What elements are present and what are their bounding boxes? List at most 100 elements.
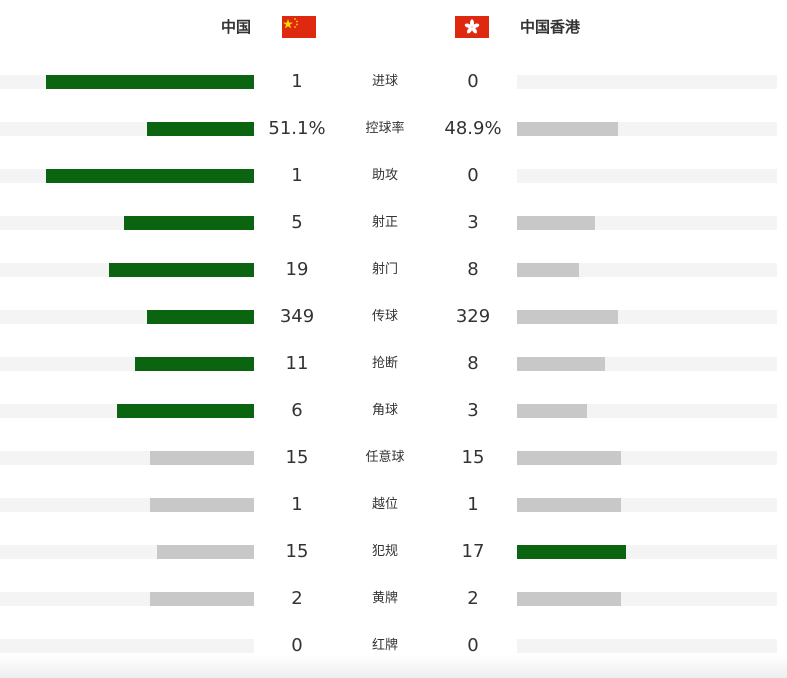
stat-row: 11 抢断 8 (0, 340, 787, 387)
away-stat-value: 1 (467, 494, 479, 515)
home-stat-bar (147, 122, 254, 136)
home-bar-track (0, 404, 254, 418)
away-stat-bar (517, 357, 605, 371)
home-stat-value: 1 (291, 165, 303, 186)
away-stat-value: 329 (455, 306, 491, 327)
home-bar-track (0, 122, 254, 136)
stat-row: 0 红牌 0 (0, 622, 787, 669)
home-stat-bar (46, 169, 254, 183)
stat-label: 进球 (371, 74, 398, 89)
away-stat-value: 17 (461, 541, 485, 562)
home-stat-bar (135, 357, 254, 371)
away-bar-track (517, 310, 777, 324)
stat-row: 19 射门 8 (0, 246, 787, 293)
stat-label: 任意球 (365, 450, 405, 465)
away-stat-bar (517, 545, 626, 559)
home-stat-bar (46, 75, 254, 89)
stat-label: 助攻 (371, 168, 398, 183)
home-stat-bar (117, 404, 254, 418)
away-bar-track (517, 404, 777, 418)
home-stat-value: 2 (291, 588, 303, 609)
home-stat-bar (157, 545, 254, 559)
home-stat-bar (150, 451, 254, 465)
stat-row: 349 传球 329 (0, 293, 787, 340)
bottom-fade (0, 656, 787, 678)
stat-label: 控球率 (365, 121, 405, 136)
home-stat-bar (150, 592, 254, 606)
stat-label: 角球 (371, 403, 398, 418)
home-stat-value: 1 (291, 494, 303, 515)
home-stat-value: 51.1% (268, 118, 326, 139)
stat-label: 红牌 (371, 638, 398, 653)
away-bar-track (517, 639, 777, 653)
home-bar-track (0, 639, 254, 653)
stat-label: 射正 (371, 215, 398, 230)
home-stat-value: 349 (279, 306, 315, 327)
home-stat-bar (109, 263, 254, 277)
stat-label: 黄牌 (371, 591, 398, 606)
away-stat-value: 3 (467, 400, 479, 421)
home-stat-bar (147, 310, 254, 324)
away-bar-track (517, 592, 777, 606)
home-bar-track (0, 263, 254, 277)
away-stat-bar (517, 498, 621, 512)
stat-label: 犯规 (371, 544, 398, 559)
stat-row: 5 射正 3 (0, 199, 787, 246)
away-bar-track (517, 357, 777, 371)
away-bar-track (517, 451, 777, 465)
away-bar-track (517, 263, 777, 277)
home-stat-bar (124, 216, 254, 230)
stat-row: 1 助攻 0 (0, 152, 787, 199)
home-bar-track (0, 592, 254, 606)
home-bar-track (0, 310, 254, 324)
stat-row: 1 越位 1 (0, 481, 787, 528)
away-stat-bar (517, 592, 621, 606)
away-stat-value: 15 (461, 447, 485, 468)
stat-label: 抢断 (371, 356, 398, 371)
home-bar-track (0, 357, 254, 371)
away-stat-value: 0 (467, 71, 479, 92)
home-stat-value: 0 (291, 635, 303, 656)
stat-row: 2 黄牌 2 (0, 575, 787, 622)
away-stat-value: 3 (467, 212, 479, 233)
stat-row: 51.1% 控球率 48.9% (0, 105, 787, 152)
home-stat-value: 5 (291, 212, 303, 233)
away-bar-track (517, 216, 777, 230)
home-stat-value: 15 (285, 447, 309, 468)
away-stat-bar (517, 263, 579, 277)
home-stat-value: 1 (291, 71, 303, 92)
stat-label: 传球 (371, 309, 398, 324)
home-stat-bar (150, 498, 254, 512)
stat-row: 6 角球 3 (0, 387, 787, 434)
stat-row: 1 进球 0 (0, 58, 787, 105)
away-bar-track (517, 122, 777, 136)
stat-row: 15 犯规 17 (0, 528, 787, 575)
away-stat-value: 2 (467, 588, 479, 609)
away-bar-track (517, 498, 777, 512)
home-bar-track (0, 216, 254, 230)
away-bar-track (517, 75, 777, 89)
home-stat-value: 6 (291, 400, 303, 421)
home-team-name: 中国 (220, 18, 251, 36)
stat-label: 越位 (371, 497, 398, 512)
away-stat-bar (517, 404, 587, 418)
stat-row: 15 任意球 15 (0, 434, 787, 481)
home-stat-value: 15 (285, 541, 309, 562)
home-stat-value: 11 (285, 353, 309, 374)
away-stat-value: 48.9% (444, 118, 502, 139)
away-bar-track (517, 169, 777, 183)
home-bar-track (0, 169, 254, 183)
home-bar-track (0, 545, 254, 559)
away-team-name: 中国香港 (520, 18, 581, 36)
away-stat-value: 8 (467, 259, 479, 280)
away-stat-value: 8 (467, 353, 479, 374)
away-stat-value: 0 (467, 635, 479, 656)
home-bar-track (0, 498, 254, 512)
stat-label: 射门 (371, 262, 398, 277)
match-header: 中国 中国香港 (0, 0, 787, 54)
home-bar-track (0, 451, 254, 465)
home-bar-track (0, 75, 254, 89)
away-stat-bar (517, 310, 618, 324)
hong-kong-flag-icon (455, 16, 489, 38)
home-stat-value: 19 (285, 259, 309, 280)
